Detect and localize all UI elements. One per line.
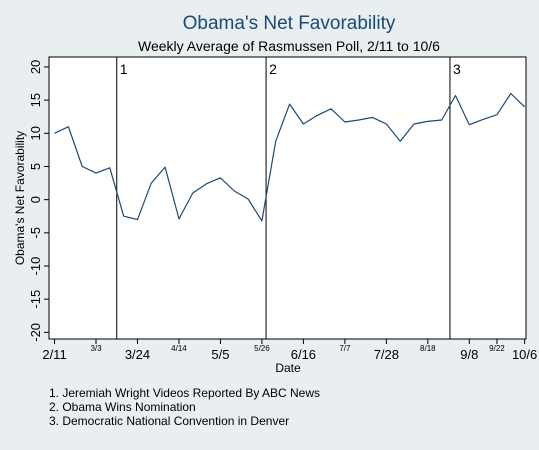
x-axis-label: Date <box>275 361 301 375</box>
y-tick-label: 0 <box>28 196 43 203</box>
y-tick-label: 5 <box>28 163 43 170</box>
event-label: 2 <box>269 61 277 77</box>
y-tick-label: -5 <box>28 227 43 239</box>
footnote-1: 1. Jeremiah Wright Videos Reported By AB… <box>49 386 321 400</box>
x-tick-label: 9/22 <box>489 344 505 353</box>
event-label: 1 <box>120 61 128 77</box>
footnote-3: 3. Democratic National Convention in Den… <box>49 414 290 428</box>
x-tick-label: 2/11 <box>42 347 66 362</box>
chart-subtitle: Weekly Average of Rasmussen Poll, 2/11 t… <box>138 38 440 54</box>
y-axis: -20 -15 -10 -5 0 5 10 15 20 <box>28 60 49 342</box>
y-tick-label: -10 <box>28 257 43 276</box>
x-axis: 2/11 3/3 3/24 4/14 5/5 5/26 6/16 7/7 7/28 8/18 9/8… <box>42 339 537 362</box>
x-tick-label: 4/14 <box>171 344 187 353</box>
x-tick-label: 7/28 <box>374 347 399 362</box>
x-tick-label: 6/16 <box>291 347 316 362</box>
y-tick-label: 20 <box>28 60 43 74</box>
plot-area <box>48 56 527 340</box>
y-tick-label: -15 <box>28 290 43 309</box>
x-tick-label: 5/26 <box>254 344 270 353</box>
y-tick-label: -20 <box>28 323 43 342</box>
y-tick-label: 10 <box>28 126 43 140</box>
x-tick-label: 7/7 <box>339 344 351 353</box>
y-axis-label: Obama's Net Favorability <box>13 131 27 265</box>
footnote-2: 2. Obama Wins Nomination <box>49 400 196 414</box>
x-tick-label: 5/5 <box>211 347 229 362</box>
event-label: 3 <box>453 61 461 77</box>
footnotes: 1. Jeremiah Wright Videos Reported By AB… <box>49 386 320 428</box>
x-tick-label: 10/6 <box>512 347 537 362</box>
x-tick-label: 9/8 <box>460 347 478 362</box>
series-layer <box>54 92 526 222</box>
chart-title: Obama's Net Favorability <box>183 13 396 34</box>
x-tick-label: 3/3 <box>90 344 102 353</box>
x-tick-label: 3/24 <box>125 347 150 362</box>
y-tick-label: 15 <box>28 93 43 107</box>
x-tick-label: 8/18 <box>420 344 436 353</box>
series-line <box>54 92 526 222</box>
